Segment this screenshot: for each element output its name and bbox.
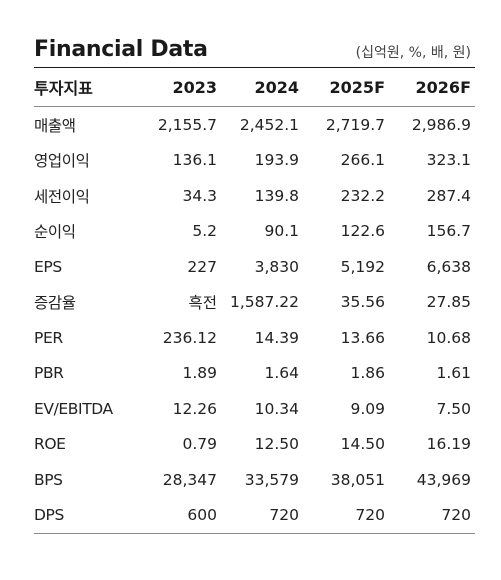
cell: 흑전 [188, 294, 217, 313]
cell: 193.9 [254, 151, 299, 170]
cell: 9.09 [350, 399, 385, 418]
cell: 1,587.22 [229, 293, 299, 312]
table-row: PER 236.12 14.39 13.66 10.68 [34, 320, 475, 356]
cell: 2,155.7 [157, 115, 217, 134]
cell: 38,051 [330, 470, 385, 489]
cell: 12.50 [254, 435, 299, 454]
header-year-2025f: 2025F [303, 68, 389, 107]
cell: 12.26 [172, 399, 217, 418]
row-label: 세전이익 [34, 187, 90, 206]
cell: 6,638 [426, 257, 471, 276]
row-label: 매출액 [34, 116, 76, 135]
cell: 287.4 [426, 186, 471, 205]
cell: 10.34 [254, 399, 299, 418]
table-row: BPS 28,347 33,579 38,051 43,969 [34, 462, 475, 498]
title-row: Financial Data (십억원, %, 배, 원) [34, 34, 475, 68]
table-row: PBR 1.89 1.64 1.86 1.61 [34, 356, 475, 392]
cell: 43,969 [416, 470, 471, 489]
cell: 5.2 [192, 222, 217, 241]
cell: 600 [139, 497, 221, 534]
cell: 236.12 [162, 328, 217, 347]
row-label: 순이익 [34, 223, 76, 242]
table-row: 세전이익 34.3 139.8 232.2 287.4 [34, 178, 475, 214]
cell: 14.50 [340, 435, 385, 454]
cell: 720 [303, 497, 389, 534]
cell: 3,830 [254, 257, 299, 276]
table-row: EPS 227 3,830 5,192 6,638 [34, 249, 475, 285]
table-row: ROE 0.79 12.50 14.50 16.19 [34, 427, 475, 463]
cell: 90.1 [264, 222, 299, 241]
row-label: EV/EBITDA [34, 399, 113, 418]
cell: 720 [389, 497, 475, 534]
header-year-2023: 2023 [139, 68, 221, 107]
row-label: 영업이익 [34, 152, 90, 171]
cell: 5,192 [340, 257, 385, 276]
cell: 27.85 [426, 293, 471, 312]
table-title: Financial Data [34, 37, 208, 62]
cell: 33,579 [244, 470, 299, 489]
row-label: EPS [34, 257, 62, 276]
cell: 1.64 [264, 364, 299, 383]
unit-note: (십억원, %, 배, 원) [355, 45, 471, 61]
cell: 156.7 [426, 222, 471, 241]
cell: 1.86 [350, 364, 385, 383]
row-label: PBR [34, 364, 64, 383]
cell: 35.56 [340, 293, 385, 312]
cell: 14.39 [254, 328, 299, 347]
cell: 16.19 [426, 435, 471, 454]
cell: 13.66 [340, 328, 385, 347]
table-row: EV/EBITDA 12.26 10.34 9.09 7.50 [34, 391, 475, 427]
cell: 34.3 [182, 186, 217, 205]
header-year-2024: 2024 [221, 68, 303, 107]
header-row: 투자지표 2023 2024 2025F 2026F [34, 68, 475, 107]
cell: 1.89 [182, 364, 217, 383]
row-label: ROE [34, 435, 66, 454]
cell: 2,719.7 [325, 115, 385, 134]
cell: 720 [221, 497, 303, 534]
cell: 232.2 [340, 186, 385, 205]
table-row: 영업이익 136.1 193.9 266.1 323.1 [34, 143, 475, 179]
cell: 2,986.9 [411, 115, 471, 134]
cell: 2,452.1 [239, 115, 299, 134]
row-label: BPS [34, 470, 63, 489]
row-label: DPS [34, 497, 139, 534]
row-label: PER [34, 328, 63, 347]
cell: 136.1 [172, 151, 217, 170]
cell: 1.61 [436, 364, 471, 383]
table-body: 매출액 2,155.7 2,452.1 2,719.7 2,986.9 영업이익… [34, 107, 475, 534]
header-label: 투자지표 [34, 68, 139, 107]
table-row: 증감율 흑전 1,587.22 35.56 27.85 [34, 285, 475, 321]
table-row: 매출액 2,155.7 2,452.1 2,719.7 2,986.9 [34, 107, 475, 143]
cell: 7.50 [436, 399, 471, 418]
table-row: 순이익 5.2 90.1 122.6 156.7 [34, 214, 475, 250]
header-year-2026f: 2026F [389, 68, 475, 107]
cell: 323.1 [426, 151, 471, 170]
cell: 227 [187, 257, 217, 276]
financial-table: 투자지표 2023 2024 2025F 2026F 매출액 2,155.7 2… [34, 68, 475, 534]
table-header: 투자지표 2023 2024 2025F 2026F [34, 68, 475, 107]
cell: 28,347 [162, 470, 217, 489]
cell: 122.6 [340, 222, 385, 241]
cell: 139.8 [254, 186, 299, 205]
cell: 0.79 [182, 435, 217, 454]
cell: 10.68 [426, 328, 471, 347]
cell: 266.1 [340, 151, 385, 170]
row-label: 증감율 [34, 294, 76, 313]
table-row: DPS 600 720 720 720 [34, 497, 475, 534]
